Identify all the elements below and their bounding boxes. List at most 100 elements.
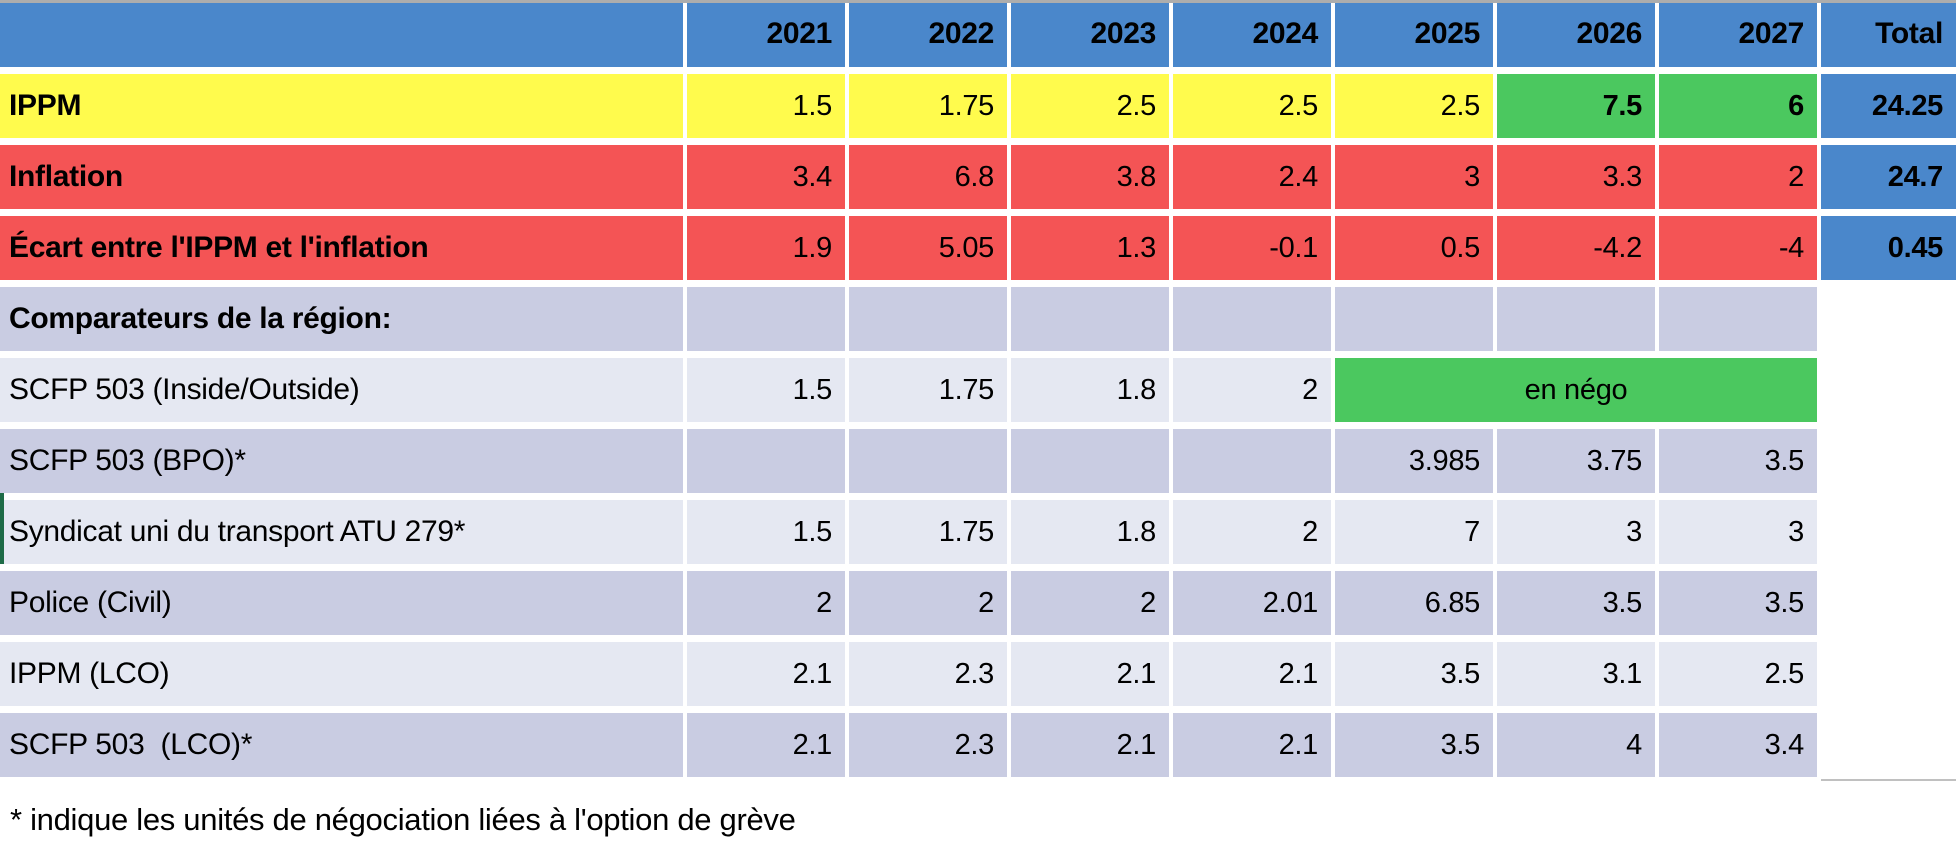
total-cart-entre-l-ippm-et-l-inflation[interactable]: 0.45 [1821, 216, 1956, 280]
column-header-2027[interactable]: 2027 [1659, 0, 1817, 67]
cell-ippm-2027[interactable]: 6 [1659, 74, 1817, 138]
cell-scfp-503-bpo-2025[interactable]: 3.985 [1335, 429, 1493, 493]
cell-inflation-2021[interactable]: 3.4 [687, 145, 845, 209]
cell-ippm-lco-2022[interactable]: 2.3 [849, 642, 1007, 706]
cell-scfp-503-lco-2021[interactable]: 2.1 [687, 713, 845, 777]
row-label-ippm[interactable]: IPPM [0, 74, 683, 138]
cell-police-civil-2027[interactable]: 3.5 [1659, 571, 1817, 635]
cell-cart-entre-l-ippm-et-l-inflation-2023[interactable]: 1.3 [1011, 216, 1169, 280]
total-inflation[interactable]: 24.7 [1821, 145, 1956, 209]
cell-police-civil-2022[interactable]: 2 [849, 571, 1007, 635]
cell-scfp-503-inside-outside-2023[interactable]: 1.8 [1011, 358, 1169, 422]
cell-comparateurs-de-la-r-gion-2023[interactable] [1011, 287, 1169, 351]
row-label-syndicat-uni-du-transport-atu-279[interactable]: Syndicat uni du transport ATU 279* [0, 500, 683, 564]
cell-inflation-2025[interactable]: 3 [1335, 145, 1493, 209]
row-label-inflation[interactable]: Inflation [0, 145, 683, 209]
row-label-scfp-503-inside-outside[interactable]: SCFP 503 (Inside/Outside) [0, 358, 683, 422]
cell-syndicat-uni-du-transport-atu-279-2026[interactable]: 3 [1497, 500, 1655, 564]
row-label-cart-entre-l-ippm-et-l-inflation[interactable]: Écart entre l'IPPM et l'inflation [0, 216, 683, 280]
cell-comparateurs-de-la-r-gion-2022[interactable] [849, 287, 1007, 351]
column-header-2023[interactable]: 2023 [1011, 0, 1169, 67]
cell-ippm-lco-2027[interactable]: 2.5 [1659, 642, 1817, 706]
column-header-2021[interactable]: 2021 [687, 0, 845, 67]
row-label-scfp-503-bpo[interactable]: SCFP 503 (BPO)* [0, 429, 683, 493]
cell-cart-entre-l-ippm-et-l-inflation-2026[interactable]: -4.2 [1497, 216, 1655, 280]
cell-inflation-2023[interactable]: 3.8 [1011, 145, 1169, 209]
row-accent-strip [0, 493, 4, 564]
cell-syndicat-uni-du-transport-atu-279-2021[interactable]: 1.5 [687, 500, 845, 564]
empty-total-cell [1821, 429, 1956, 493]
cell-scfp-503-inside-outside-2024[interactable]: 2 [1173, 358, 1331, 422]
cell-syndicat-uni-du-transport-atu-279-2025[interactable]: 7 [1335, 500, 1493, 564]
cell-scfp-503-bpo-2021[interactable] [687, 429, 845, 493]
cell-syndicat-uni-du-transport-atu-279-2022[interactable]: 1.75 [849, 500, 1007, 564]
cell-ippm-2023[interactable]: 2.5 [1011, 74, 1169, 138]
cell-syndicat-uni-du-transport-atu-279-2024[interactable]: 2 [1173, 500, 1331, 564]
empty-total-cell [1821, 358, 1956, 422]
cell-inflation-2027[interactable]: 2 [1659, 145, 1817, 209]
cell-comparateurs-de-la-r-gion-2021[interactable] [687, 287, 845, 351]
cell-cart-entre-l-ippm-et-l-inflation-2025[interactable]: 0.5 [1335, 216, 1493, 280]
cell-inflation-2024[interactable]: 2.4 [1173, 145, 1331, 209]
cell-police-civil-2025[interactable]: 6.85 [1335, 571, 1493, 635]
cell-police-civil-2023[interactable]: 2 [1011, 571, 1169, 635]
corner-header-cell[interactable] [0, 0, 683, 67]
empty-total-cell [1821, 642, 1956, 706]
cell-ippm-lco-2021[interactable]: 2.1 [687, 642, 845, 706]
cell-ippm-2025[interactable]: 2.5 [1335, 74, 1493, 138]
cell-scfp-503-lco-2023[interactable]: 2.1 [1011, 713, 1169, 777]
cell-scfp-503-lco-2026[interactable]: 4 [1497, 713, 1655, 777]
cell-ippm-lco-2025[interactable]: 3.5 [1335, 642, 1493, 706]
cell-scfp-503-bpo-2022[interactable] [849, 429, 1007, 493]
cell-scfp-503-bpo-2026[interactable]: 3.75 [1497, 429, 1655, 493]
comparison-table: 2021 2022 2023 2024 2025 2026 2027 Total IPPM 1.5… [0, 0, 1956, 777]
column-header-total[interactable]: Total [1821, 0, 1956, 67]
cell-scfp-503-bpo-2027[interactable]: 3.5 [1659, 429, 1817, 493]
cell-scfp-503-bpo-2023[interactable] [1011, 429, 1169, 493]
row-label-comparateurs-de-la-r-gion[interactable]: Comparateurs de la région: [0, 287, 683, 351]
cell-syndicat-uni-du-transport-atu-279-2027[interactable]: 3 [1659, 500, 1817, 564]
cell-inflation-2026[interactable]: 3.3 [1497, 145, 1655, 209]
cell-comparateurs-de-la-r-gion-2026[interactable] [1497, 287, 1655, 351]
top-border [0, 0, 1956, 3]
cell-cart-entre-l-ippm-et-l-inflation-2021[interactable]: 1.9 [687, 216, 845, 280]
cell-police-civil-2021[interactable]: 2 [687, 571, 845, 635]
column-header-2022[interactable]: 2022 [849, 0, 1007, 67]
cell-police-civil-2024[interactable]: 2.01 [1173, 571, 1331, 635]
cell-cart-entre-l-ippm-et-l-inflation-2022[interactable]: 5.05 [849, 216, 1007, 280]
column-header-2024[interactable]: 2024 [1173, 0, 1331, 67]
cell-scfp-503-inside-outside-2021[interactable]: 1.5 [687, 358, 845, 422]
cell-ippm-2021[interactable]: 1.5 [687, 74, 845, 138]
empty-total-cell [1821, 287, 1956, 351]
footnote: * indique les unités de négociation liée… [10, 801, 796, 837]
cell-ippm-2022[interactable]: 1.75 [849, 74, 1007, 138]
total-ippm[interactable]: 24.25 [1821, 74, 1956, 138]
cell-syndicat-uni-du-transport-atu-279-2023[interactable]: 1.8 [1011, 500, 1169, 564]
cell-scfp-503-inside-outside-2022[interactable]: 1.75 [849, 358, 1007, 422]
empty-total-cell [1821, 500, 1956, 564]
column-header-2025[interactable]: 2025 [1335, 0, 1493, 67]
cell-scfp-503-lco-2024[interactable]: 2.1 [1173, 713, 1331, 777]
cell-ippm-lco-2023[interactable]: 2.1 [1011, 642, 1169, 706]
cell-ippm-2026[interactable]: 7.5 [1497, 74, 1655, 138]
empty-total-cell [1821, 713, 1956, 777]
cell-comparateurs-de-la-r-gion-2024[interactable] [1173, 287, 1331, 351]
cell-comparateurs-de-la-r-gion-2027[interactable] [1659, 287, 1817, 351]
cell-cart-entre-l-ippm-et-l-inflation-2024[interactable]: -0.1 [1173, 216, 1331, 280]
row-label-scfp-503-lco[interactable]: SCFP 503 (LCO)* [0, 713, 683, 777]
row-label-ippm-lco[interactable]: IPPM (LCO) [0, 642, 683, 706]
cell-scfp-503-lco-2027[interactable]: 3.4 [1659, 713, 1817, 777]
cell-scfp-503-lco-2022[interactable]: 2.3 [849, 713, 1007, 777]
cell-scfp-503-lco-2025[interactable]: 3.5 [1335, 713, 1493, 777]
cell-inflation-2022[interactable]: 6.8 [849, 145, 1007, 209]
cell-cart-entre-l-ippm-et-l-inflation-2027[interactable]: -4 [1659, 216, 1817, 280]
cell-police-civil-2026[interactable]: 3.5 [1497, 571, 1655, 635]
cell-comparateurs-de-la-r-gion-2025[interactable] [1335, 287, 1493, 351]
cell-ippm-lco-2024[interactable]: 2.1 [1173, 642, 1331, 706]
cell-ippm-lco-2026[interactable]: 3.1 [1497, 642, 1655, 706]
column-header-2026[interactable]: 2026 [1497, 0, 1655, 67]
row-label-police-civil[interactable]: Police (Civil) [0, 571, 683, 635]
cell-ippm-2024[interactable]: 2.5 [1173, 74, 1331, 138]
merged-cell-en-n-go[interactable]: en négo [1335, 358, 1817, 422]
cell-scfp-503-bpo-2024[interactable] [1173, 429, 1331, 493]
